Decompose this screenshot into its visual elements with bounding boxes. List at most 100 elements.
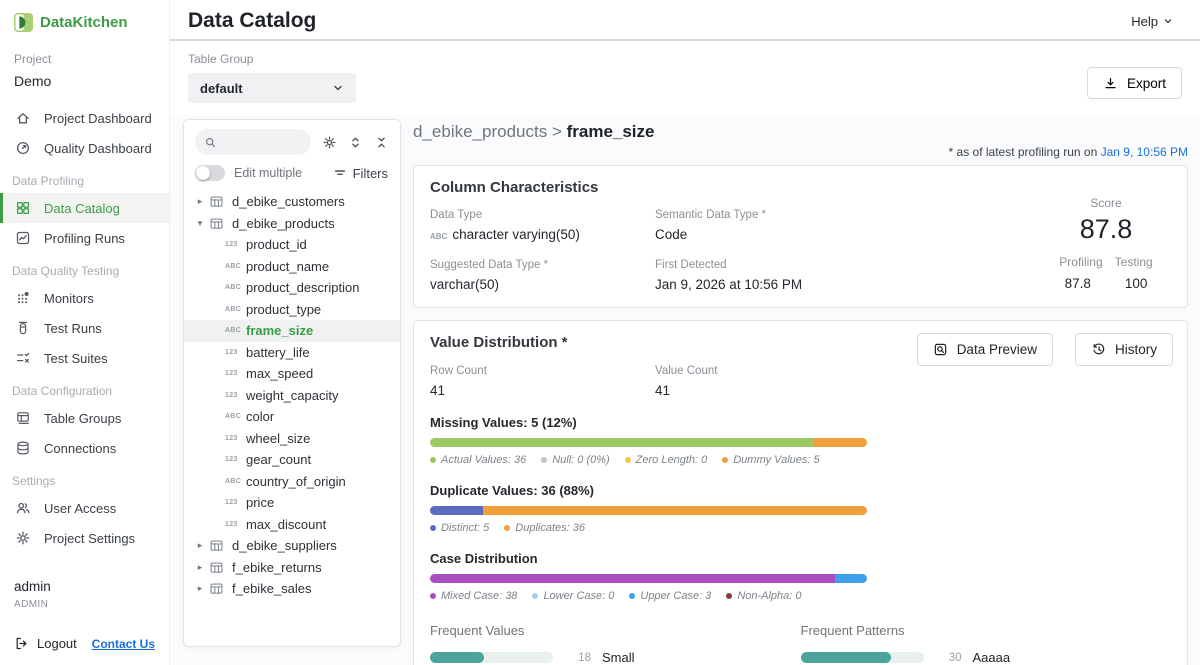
- sidebar-footer: admin ADMIN Logout Contact Us: [0, 579, 169, 651]
- tree-node-label: product_description: [246, 280, 360, 296]
- tree-node-table[interactable]: ▸ f_ebike_sales: [184, 578, 400, 600]
- caret-right-icon[interactable]: ▸: [197, 196, 203, 207]
- score-value: 87.8: [1079, 214, 1133, 244]
- tree-node-column[interactable]: 123 max_discount: [184, 514, 400, 536]
- sidebar-item-test-suites[interactable]: Test Suites: [0, 343, 169, 373]
- page-title: Data Catalog: [188, 9, 317, 32]
- tree-node-column[interactable]: ABC product_description: [184, 277, 400, 299]
- caret-right-icon[interactable]: ▸: [197, 540, 203, 551]
- profiling-score: 87.8: [1064, 276, 1091, 291]
- tree-node-table[interactable]: ▸ d_ebike_suppliers: [184, 535, 400, 557]
- tree-node-label: product_type: [246, 301, 322, 317]
- field-data-type: Data Type ABC character varying(50): [430, 209, 580, 242]
- sidebar-item-quality-dashboard[interactable]: Quality Dashboard: [0, 133, 169, 163]
- text-type-icon: ABC: [225, 305, 242, 313]
- tree-search-input[interactable]: [222, 135, 302, 149]
- tree-node-column[interactable]: 123 product_id: [184, 234, 400, 256]
- caret-right-icon[interactable]: ▸: [197, 583, 203, 594]
- caret-down-icon[interactable]: ▾: [197, 217, 203, 228]
- filters-label: Filters: [352, 165, 388, 181]
- tree-node-column[interactable]: ABC color: [184, 406, 400, 428]
- tree-node-column[interactable]: 123 gear_count: [184, 449, 400, 471]
- tree-node-column[interactable]: ABC product_type: [184, 299, 400, 321]
- sidebar-item-label: Test Runs: [44, 320, 102, 336]
- tree-node-table[interactable]: ▾ d_ebike_products: [184, 213, 400, 235]
- breadcrumb-table[interactable]: d_ebike_products: [413, 122, 548, 141]
- sidebar-item-project-settings[interactable]: Project Settings: [0, 523, 169, 553]
- tree-node-column[interactable]: ABC product_name: [184, 256, 400, 278]
- project-block: Project Demo: [0, 32, 169, 93]
- tree-list: ▸ d_ebike_customers ▾ d_ebike_products 123…: [184, 191, 400, 640]
- tree-node-column[interactable]: 123 battery_life: [184, 342, 400, 364]
- brand-name: DataKitchen: [40, 14, 128, 31]
- tree-node-column[interactable]: ABC country_of_origin: [184, 471, 400, 493]
- case-distribution-bar: [430, 574, 867, 583]
- contact-us-link[interactable]: Contact Us: [91, 636, 155, 651]
- page-header: Data Catalog Help: [170, 0, 1200, 41]
- frequent-pattern-row: 30 Aaaaa: [800, 647, 1172, 665]
- text-type-icon: ABC: [225, 284, 242, 292]
- export-button[interactable]: Export: [1086, 67, 1182, 99]
- tree-node-table[interactable]: ▸ f_ebike_returns: [184, 557, 400, 579]
- expand-all-icon[interactable]: [348, 135, 363, 150]
- logout-icon: [16, 637, 27, 650]
- tree-node-label: f_ebike_sales: [232, 581, 312, 597]
- logout-button[interactable]: Logout: [14, 636, 77, 651]
- sidebar-item-connections[interactable]: Connections: [0, 433, 169, 463]
- project-label: Project: [14, 52, 52, 66]
- value-count-value: 41: [655, 383, 671, 398]
- sidebar-item-profiling-runs[interactable]: Profiling Runs: [0, 223, 169, 253]
- tree-node-column[interactable]: 123 weight_capacity: [184, 385, 400, 407]
- tree-node-label: d_ebike_products: [232, 215, 335, 231]
- sidebar-item-project-dashboard[interactable]: Project Dashboard: [0, 103, 169, 133]
- filters-button[interactable]: Filters: [333, 166, 388, 181]
- sidebar-item-test-runs[interactable]: Test Runs: [0, 313, 169, 343]
- sidebar-item-label: Project Settings: [44, 530, 136, 546]
- caret-right-icon[interactable]: ▸: [197, 561, 203, 572]
- sidebar-item-user-access[interactable]: User Access: [0, 493, 169, 523]
- search-icon: [206, 137, 216, 147]
- row-count-value: 41: [430, 383, 446, 398]
- text-type-icon: ABC: [225, 413, 242, 421]
- history-button[interactable]: History: [1074, 333, 1173, 366]
- users-icon: [16, 502, 30, 514]
- tree-node-label: wheel_size: [246, 430, 311, 446]
- tree-settings-gear-icon[interactable]: [322, 135, 337, 150]
- content: Edit multiple Filters ▸ d_ebike_customers…: [170, 116, 1200, 665]
- testing-score: 100: [1124, 276, 1148, 291]
- number-type-icon: 123: [225, 370, 238, 378]
- table-group-select[interactable]: default: [188, 73, 356, 103]
- sidebar-nav: Project Dashboard Quality Dashboard Data…: [0, 103, 169, 553]
- tree-node-column[interactable]: 123 max_speed: [184, 363, 400, 385]
- edit-multiple-toggle[interactable]: [195, 165, 225, 181]
- brand-logo[interactable]: DataKitchen: [0, 13, 169, 32]
- tree-node-label: product_id: [246, 237, 307, 253]
- number-type-icon: 123: [225, 520, 238, 528]
- field-first-detected: First Detected Jan 9, 2026 at 10:56 PM: [655, 259, 803, 292]
- sidebar-item-label: User Access: [44, 500, 117, 516]
- sidebar-item-data-catalog[interactable]: Data Catalog: [0, 193, 169, 223]
- data-preview-button[interactable]: Data Preview: [916, 333, 1053, 366]
- tree-node-label: f_ebike_returns: [232, 559, 322, 575]
- table-icon: [209, 194, 224, 209]
- help-menu[interactable]: Help: [1131, 14, 1174, 29]
- tree-node-table[interactable]: ▸ d_ebike_customers: [184, 191, 400, 213]
- asof-note: * as of latest profiling run on Jan 9, 1…: [948, 145, 1188, 159]
- tree-node-column-selected[interactable]: ABC frame_size: [184, 320, 400, 342]
- text-type-icon: ABC: [225, 477, 242, 485]
- tree-node-column[interactable]: 123 price: [184, 492, 400, 514]
- table-icon: [209, 560, 224, 575]
- main-area: Data Catalog Help Table Group default Ex…: [170, 0, 1200, 665]
- sidebar-item-monitors[interactable]: Monitors: [0, 283, 169, 313]
- tree-search[interactable]: [195, 129, 311, 155]
- profiling-run-date-link[interactable]: Jan 9, 10:56 PM: [1100, 145, 1188, 159]
- tree-node-label: battery_life: [246, 344, 310, 360]
- collapse-all-icon[interactable]: [374, 135, 389, 150]
- number-type-icon: 123: [225, 456, 238, 464]
- score-box: Score 87.8 Profiling Testing 87.8 100: [1041, 196, 1171, 292]
- sidebar-item-table-groups[interactable]: Table Groups: [0, 403, 169, 433]
- filter-icon: [334, 170, 345, 175]
- tree-node-column[interactable]: 123 wheel_size: [184, 428, 400, 450]
